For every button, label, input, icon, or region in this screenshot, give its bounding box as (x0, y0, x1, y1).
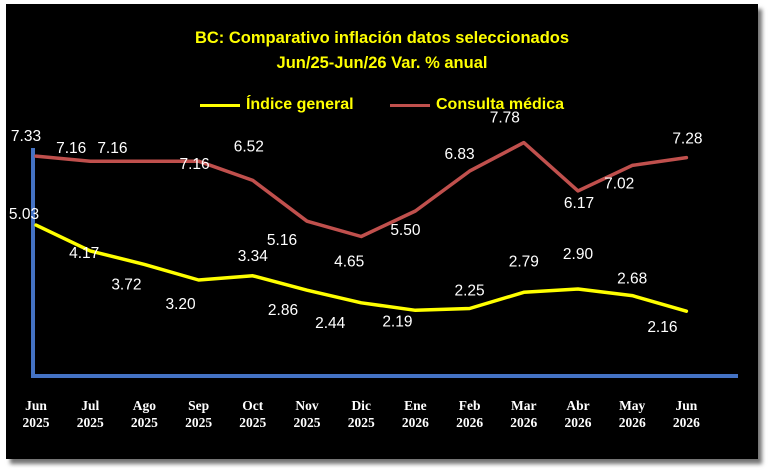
data-label: 5.16 (267, 232, 297, 249)
legend-swatch-indice-general (199, 103, 240, 107)
data-label: 7.16 (97, 140, 127, 157)
chart-frame: BC: Comparativo inflación datos seleccio… (6, 4, 758, 459)
x-tick-label: Ene 2026 (402, 398, 429, 430)
data-label: 2.68 (617, 271, 647, 288)
x-tick-label: Sep 2025 (185, 398, 212, 430)
data-label: 7.16 (180, 156, 210, 173)
legend-item-consulta-medica: Consulta médica (390, 96, 564, 114)
data-label: 7.28 (672, 131, 702, 148)
x-tick-label: May 2026 (619, 398, 646, 430)
legend-label-consulta-medica: Consulta médica (436, 96, 565, 113)
x-tick-label: Jun 2026 (673, 398, 700, 430)
data-label: 5.50 (390, 222, 421, 239)
legend-swatch-consulta-medica (390, 103, 430, 107)
x-tick-label: Ago 2025 (131, 398, 158, 430)
data-label: 4.65 (334, 254, 364, 271)
data-label: 6.52 (234, 138, 264, 155)
x-tick-label: Oct 2025 (239, 398, 266, 430)
plot-area: Jun 2025 Jul 2025 Ago 2025 Sep 2025 Oct 2025 Nov 20… (9, 110, 738, 430)
data-label: 2.19 (382, 313, 412, 330)
data-label: 5.03 (9, 206, 39, 223)
data-label: 2.90 (563, 246, 594, 263)
chart-title: BC: Comparativo inflación datos seleccio… (6, 26, 758, 76)
series-line-indice-general (34, 223, 689, 313)
x-tick-label: Abr 2026 (565, 398, 592, 430)
data-label: 2.86 (268, 302, 298, 319)
data-label: 7.33 (11, 128, 41, 145)
legend-item-indice-general: Índice general (199, 96, 354, 114)
x-tick-label: Jul 2025 (77, 398, 104, 430)
x-tick-label: Mar 2026 (510, 398, 537, 430)
data-label: 2.79 (509, 253, 539, 270)
data-label: 7.78 (490, 110, 520, 127)
data-label: 6.83 (445, 146, 475, 163)
data-label: 7.02 (604, 175, 634, 192)
data-label: 6.17 (564, 195, 594, 212)
data-label: 7.16 (56, 140, 86, 157)
data-label: 2.44 (315, 315, 346, 332)
x-tick-label: Dic 2025 (348, 398, 375, 430)
legend-label-indice-general: Índice general (245, 96, 354, 113)
x-tick-label: Feb 2026 (456, 398, 483, 430)
legend: Índice general Consulta médica (6, 96, 758, 114)
x-tick-label: Jun 2025 (23, 398, 50, 430)
data-label: 3.34 (238, 248, 269, 265)
chart-subtitle: Jun/25-Jun/26 Var. % anual (276, 54, 488, 72)
data-label: 2.25 (455, 283, 485, 300)
data-label: 4.17 (69, 245, 99, 262)
series-line-consulta-medica (34, 140, 689, 239)
data-label: 3.72 (111, 276, 141, 293)
data-label: 3.20 (166, 296, 197, 313)
data-label: 2.16 (647, 319, 677, 336)
x-tick-label: Nov 2025 (294, 398, 321, 430)
chart-title-line1: BC: Comparativo inflación datos seleccio… (194, 29, 570, 47)
